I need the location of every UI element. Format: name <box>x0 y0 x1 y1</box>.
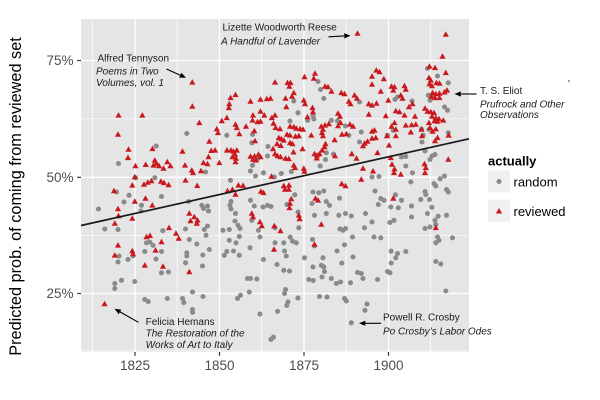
svg-text:Alfred Tennyson: Alfred Tennyson <box>98 54 170 65</box>
svg-text:Prufrock and Other: Prufrock and Other <box>480 100 565 111</box>
svg-text:Po Crosby’s Labor Odes: Po Crosby’s Labor Odes <box>383 326 492 337</box>
svg-text:1875: 1875 <box>289 358 319 373</box>
svg-text:Works of Art to Italy: Works of Art to Italy <box>146 340 234 351</box>
svg-text:actually: actually <box>488 153 537 168</box>
svg-text:Volumes, vol. 1: Volumes, vol. 1 <box>96 78 164 89</box>
svg-text:The Restoration of the: The Restoration of the <box>146 329 245 340</box>
svg-text:50%: 50% <box>46 170 73 185</box>
svg-text:reviewed: reviewed <box>514 204 566 219</box>
svg-text:T. S. Eliot: T. S. Eliot <box>480 86 522 97</box>
svg-text:A Handful of Lavender: A Handful of Lavender <box>220 36 321 47</box>
svg-text:1825: 1825 <box>120 358 150 373</box>
svg-text:1850: 1850 <box>204 358 234 373</box>
svg-text:Predicted prob. of coming from: Predicted prob. of coming from reviewed … <box>7 37 25 356</box>
svg-text:Poems in Two: Poems in Two <box>96 66 159 77</box>
svg-text:Powell R. Crosby: Powell R. Crosby <box>383 312 460 323</box>
svg-text:Observations: Observations <box>480 110 539 121</box>
svg-text:25%: 25% <box>46 286 73 301</box>
svg-text:random: random <box>514 175 558 190</box>
svg-text:Felicia Hemans: Felicia Hemans <box>146 317 215 328</box>
svg-text:75%: 75% <box>46 53 73 68</box>
svg-text:Lizette Woodworth Reese: Lizette Woodworth Reese <box>223 22 338 33</box>
svg-text:': ' <box>568 79 570 90</box>
svg-text:1900: 1900 <box>373 358 403 373</box>
